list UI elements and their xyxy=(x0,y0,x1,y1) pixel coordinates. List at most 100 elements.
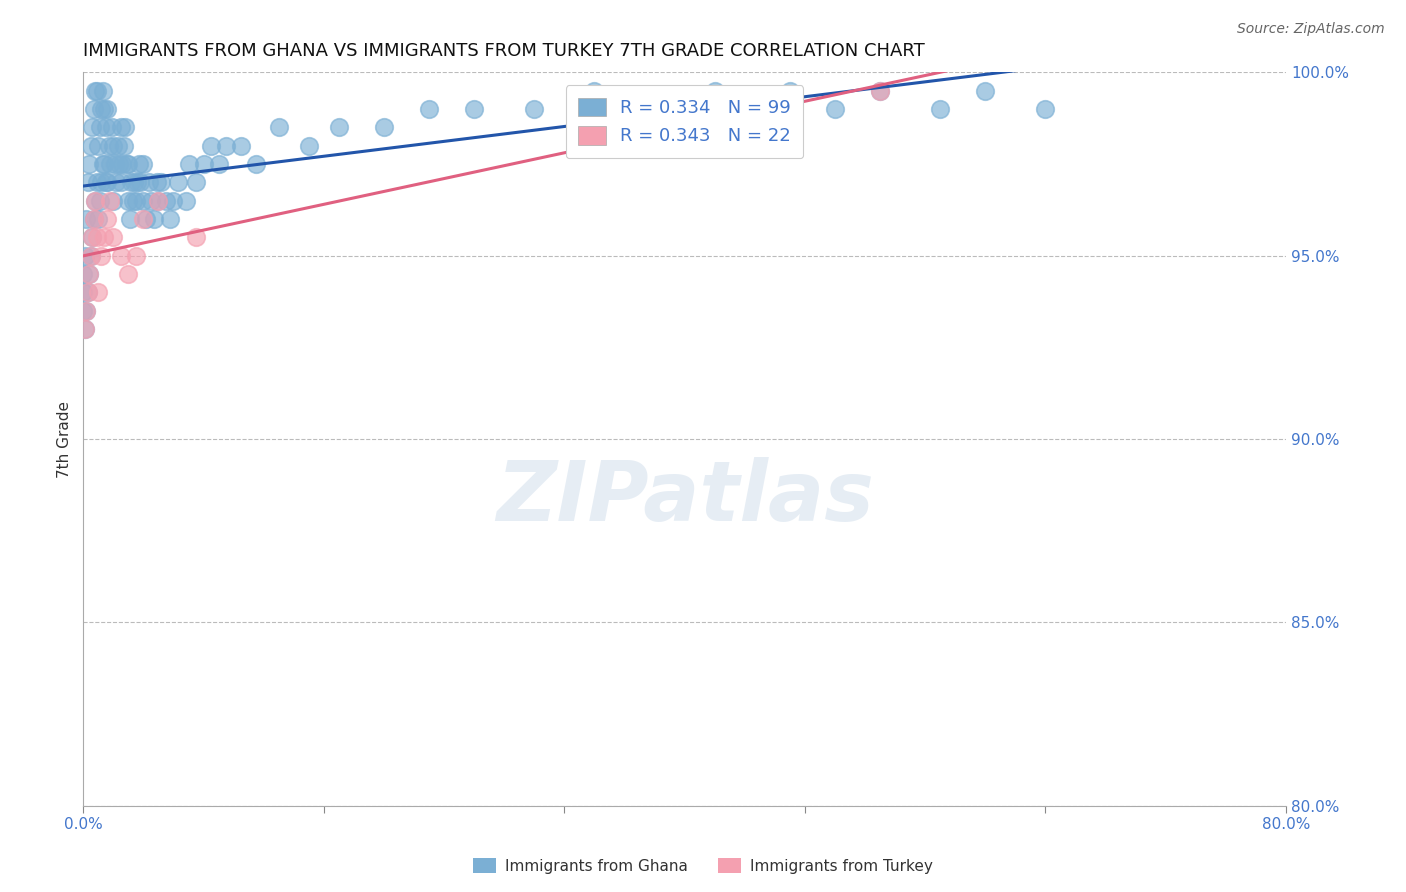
Point xyxy=(84,84,107,98)
Point xyxy=(84,194,107,208)
Point xyxy=(146,175,169,189)
Point xyxy=(80,138,103,153)
Point xyxy=(523,102,546,116)
Point xyxy=(1035,102,1057,116)
Point xyxy=(869,84,891,98)
Point xyxy=(132,157,155,171)
Point xyxy=(148,194,170,208)
Point xyxy=(87,285,110,300)
Point xyxy=(76,285,98,300)
Point xyxy=(76,285,98,300)
Point xyxy=(118,212,141,227)
Point xyxy=(82,230,104,244)
Point xyxy=(132,212,155,227)
Point xyxy=(103,194,125,208)
Point xyxy=(83,212,105,227)
Point xyxy=(110,120,132,135)
Point xyxy=(72,267,94,281)
Point xyxy=(108,157,131,171)
Point xyxy=(200,138,222,153)
Point xyxy=(98,194,121,208)
Point xyxy=(748,102,770,116)
Point xyxy=(162,194,184,208)
Point xyxy=(373,120,395,135)
Point xyxy=(142,212,165,227)
Point xyxy=(135,212,157,227)
Point xyxy=(167,175,190,189)
Point xyxy=(73,322,96,336)
Point xyxy=(75,212,97,227)
Point xyxy=(132,194,155,208)
Point xyxy=(974,84,997,98)
Point xyxy=(111,157,134,171)
Point xyxy=(80,249,103,263)
Point xyxy=(91,157,114,171)
Point xyxy=(89,120,111,135)
Point xyxy=(103,230,125,244)
Point xyxy=(84,194,107,208)
Y-axis label: 7th Grade: 7th Grade xyxy=(58,401,72,477)
Point xyxy=(120,175,142,189)
Point xyxy=(93,102,115,116)
Point xyxy=(138,175,160,189)
Point xyxy=(184,175,207,189)
Point xyxy=(72,303,94,318)
Point xyxy=(779,84,801,98)
Point xyxy=(90,175,112,189)
Point xyxy=(73,322,96,336)
Point xyxy=(124,175,146,189)
Point xyxy=(298,138,321,153)
Point xyxy=(929,102,952,116)
Point xyxy=(703,84,725,98)
Point xyxy=(128,157,150,171)
Point xyxy=(91,84,114,98)
Point xyxy=(127,175,149,189)
Point xyxy=(110,175,132,189)
Point xyxy=(215,138,238,153)
Point xyxy=(86,230,108,244)
Point xyxy=(869,84,891,98)
Point xyxy=(644,102,666,116)
Point xyxy=(72,285,94,300)
Point xyxy=(76,175,98,189)
Point xyxy=(207,157,229,171)
Point xyxy=(79,157,101,171)
Point xyxy=(103,138,125,153)
Legend: R = 0.334   N = 99, R = 0.343   N = 22: R = 0.334 N = 99, R = 0.343 N = 22 xyxy=(565,85,803,158)
Point xyxy=(86,84,108,98)
Point xyxy=(94,120,117,135)
Point xyxy=(114,120,136,135)
Point xyxy=(150,175,173,189)
Point xyxy=(139,194,162,208)
Point xyxy=(104,157,127,171)
Point xyxy=(96,175,118,189)
Point xyxy=(98,157,121,171)
Point xyxy=(155,194,177,208)
Point xyxy=(97,138,120,153)
Point xyxy=(87,212,110,227)
Point xyxy=(73,249,96,263)
Point xyxy=(129,175,152,189)
Point xyxy=(583,84,606,98)
Point xyxy=(89,194,111,208)
Point xyxy=(117,194,139,208)
Text: IMMIGRANTS FROM GHANA VS IMMIGRANTS FROM TURKEY 7TH GRADE CORRELATION CHART: IMMIGRANTS FROM GHANA VS IMMIGRANTS FROM… xyxy=(83,42,925,60)
Point xyxy=(93,157,115,171)
Point xyxy=(86,175,108,189)
Point xyxy=(193,157,215,171)
Point xyxy=(101,120,124,135)
Point xyxy=(93,230,115,244)
Point xyxy=(824,102,846,116)
Point xyxy=(125,194,148,208)
Point xyxy=(107,138,129,153)
Point xyxy=(463,102,485,116)
Text: ZIPatlas: ZIPatlas xyxy=(496,458,873,538)
Point xyxy=(112,138,135,153)
Point xyxy=(82,120,104,135)
Point xyxy=(75,303,97,318)
Point xyxy=(96,212,118,227)
Point xyxy=(87,138,110,153)
Point xyxy=(90,102,112,116)
Point xyxy=(159,212,181,227)
Point xyxy=(174,194,197,208)
